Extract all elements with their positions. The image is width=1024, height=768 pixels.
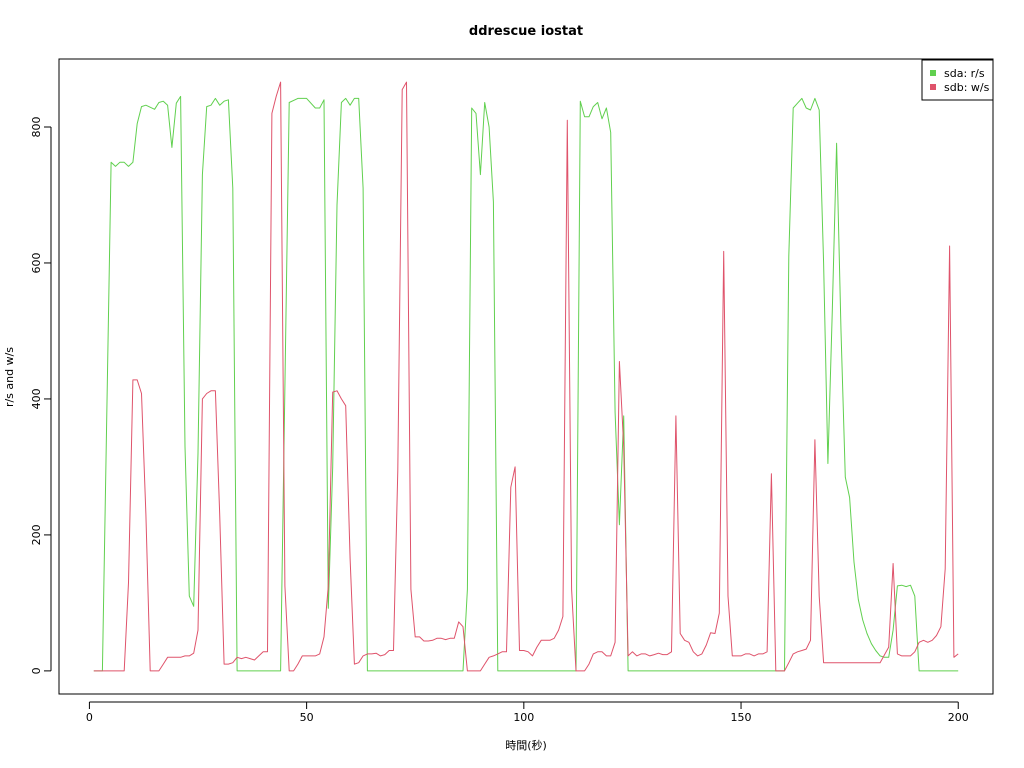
y-tick-label: 400 (30, 388, 43, 409)
legend-box (921, 59, 994, 101)
legend-label-sda: sda: r/s (944, 67, 985, 80)
plot-frame (58, 58, 994, 695)
y-tick-label: 0 (30, 667, 43, 674)
legend-label-sdb: sdb: w/s (944, 81, 990, 94)
y-tick-label: 800 (30, 117, 43, 138)
x-tick-label: 50 (300, 711, 314, 724)
series-line-sda (93, 95, 959, 672)
chart-title: ddrescue iostat (469, 24, 583, 39)
legend-swatch-sda (930, 70, 936, 76)
x-tick-label: 100 (513, 711, 534, 724)
y-tick-label: 600 (30, 253, 43, 274)
x-tick-label: 200 (948, 711, 969, 724)
series-layer (93, 81, 959, 672)
x-axis: 0 50 100 150 200 (86, 701, 969, 724)
y-axis: 0 200 400 600 800 (30, 117, 52, 674)
x-tick-label: 0 (86, 711, 93, 724)
x-axis-label: 時間(秒) (505, 738, 547, 752)
y-tick-label: 200 (30, 524, 43, 545)
legend-swatch-sdb (930, 84, 936, 90)
x-tick-label: 150 (731, 711, 752, 724)
y-axis-label: r/s and w/s (3, 347, 16, 407)
series-line-sdb (93, 81, 959, 672)
legend: sda: r/s sdb: w/s (921, 59, 994, 101)
